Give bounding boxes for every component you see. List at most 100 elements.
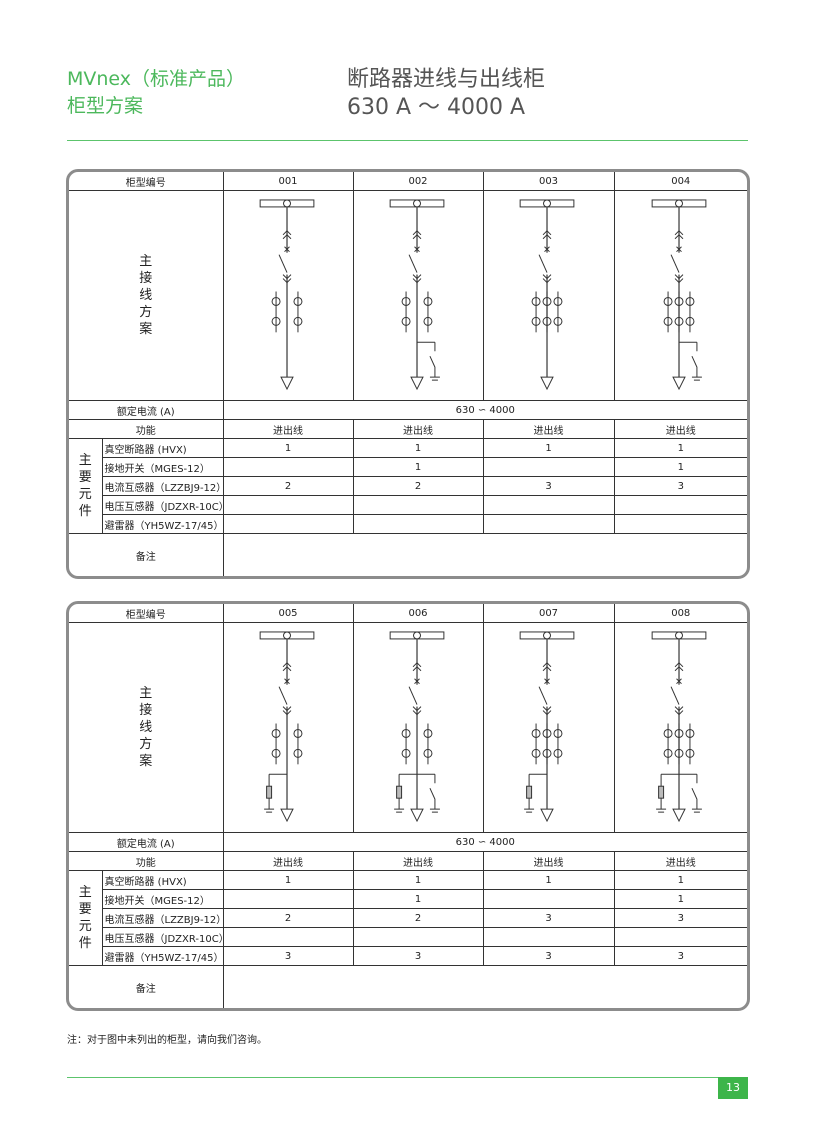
plug-contact-upper — [412, 230, 421, 240]
current-transformer — [422, 296, 432, 306]
main-wiring-char: 接 — [139, 271, 153, 286]
diagram-stroke — [414, 684, 419, 707]
breaker-x — [543, 246, 550, 253]
ground-icon — [655, 808, 666, 813]
main-wiring-char: 接 — [139, 703, 153, 718]
breaker-blade — [408, 254, 417, 273]
component-qty: 1 — [352, 870, 484, 890]
plug-contact-upper — [542, 230, 551, 240]
diagram-row: 主接线方案 — [69, 622, 747, 833]
page-title: 断路器进线与出线柜 630 A ～ 4000 A — [347, 66, 545, 122]
function-value: 进出线 — [222, 419, 354, 439]
single-line-diagram — [519, 199, 574, 391]
current-transformer — [292, 728, 302, 738]
ground-icon — [263, 808, 274, 813]
component-qty: 2 — [222, 476, 354, 496]
header-divider — [67, 140, 748, 141]
ground-icon — [393, 808, 404, 813]
cabinet-no: 007 — [482, 604, 615, 623]
current-transformer — [271, 296, 281, 306]
current-transformer — [531, 748, 541, 758]
plug-contact-lower — [282, 706, 291, 716]
breaker-blade — [538, 254, 547, 273]
main-wiring-char: 线 — [139, 288, 153, 303]
scheme-table-1: 柜型编号 001 002 003 004 主接线方案额定电流 (A) 630 ∽ 4000 功… — [66, 169, 750, 579]
ground-icon — [691, 808, 702, 813]
component-name: 电流互感器（LZZBJ9-12） — [102, 476, 226, 496]
component-name: 电压互感器（JDZXR-10C） — [102, 927, 229, 947]
component-qty — [613, 514, 747, 534]
current-transformer — [552, 296, 562, 306]
breaker-blade — [278, 254, 287, 273]
component-qty: 1 — [352, 457, 484, 477]
function-value: 进出线 — [613, 419, 747, 439]
main-components-char: 要 — [78, 902, 92, 917]
function-label: 功能 — [69, 851, 224, 871]
scheme-table-2: 柜型编号 005 006 007 008 主接线方案额定电流 (A) 630 ∽ 4000 功… — [66, 601, 750, 1011]
current-transformer — [685, 748, 695, 758]
plug-contact-upper — [282, 662, 291, 672]
breaker-x — [283, 678, 290, 685]
current-transformer — [401, 316, 411, 326]
component-qty: 1 — [482, 870, 615, 890]
earthing-switch — [428, 342, 435, 378]
single-line-diagram — [519, 631, 574, 823]
current-transformer — [663, 748, 673, 758]
component-qty: 1 — [613, 438, 747, 458]
plug-contact-lower — [674, 706, 684, 716]
component-qty: 3 — [613, 908, 747, 928]
current-transformer — [685, 728, 695, 738]
diagram-cell — [352, 190, 484, 401]
component-qty: 3 — [482, 908, 615, 928]
current-transformer — [292, 316, 302, 326]
single-line-diagram — [389, 199, 444, 391]
component-qty: 3 — [482, 476, 615, 496]
component-qty: 3 — [613, 476, 747, 496]
function-value: 进出线 — [222, 851, 354, 871]
current-range: 630 A ～ 4000 A — [347, 95, 526, 120]
function-row: 功能 进出线 进出线 进出线 进出线 — [69, 851, 747, 871]
current-transformer — [552, 316, 562, 326]
component-name: 真空断路器 (HVX) — [101, 870, 224, 890]
function-value: 进出线 — [482, 419, 615, 439]
current-transformer — [663, 296, 673, 306]
remarks-value — [222, 533, 747, 576]
breaker-x — [413, 678, 420, 685]
busbar-node — [412, 631, 421, 640]
component-qty: 1 — [613, 457, 747, 477]
main-wiring-label: 主接线方案 — [69, 622, 224, 833]
main-wiring-char: 主 — [139, 686, 153, 701]
diagram-cell — [613, 622, 747, 833]
component-qty — [222, 495, 354, 515]
current-transformer — [271, 748, 281, 758]
cabinet-no: 001 — [222, 172, 354, 191]
diagram-row: 主接线方案 — [69, 190, 747, 401]
current-transformer — [663, 316, 673, 326]
breaker-blade — [538, 686, 547, 705]
surge-arrester — [395, 785, 402, 799]
component-qty: 1 — [352, 889, 484, 909]
current-transformer — [674, 748, 684, 758]
diagram-stroke — [284, 684, 289, 707]
breaker-x — [675, 246, 682, 253]
plug-contact-upper — [282, 230, 291, 240]
main-wiring-char: 案 — [139, 322, 153, 337]
busbar-node — [542, 199, 551, 208]
diagram-cell — [222, 190, 354, 401]
plug-contact-upper — [542, 662, 551, 672]
cabinet-no-label: 柜型编号 — [69, 604, 224, 623]
diagram-stroke — [676, 252, 681, 275]
plug-contact-lower — [674, 274, 684, 284]
component-qty — [352, 514, 484, 534]
component-row: 主要元件真空断路器 (HVX) 1 1 1 1 — [69, 438, 747, 534]
rated-current-label: 额定电流 (A) — [69, 400, 224, 420]
current-transformer — [401, 748, 411, 758]
current-transformer — [271, 316, 281, 326]
footnote: 注：对于图中未列出的柜型，请向我们咨询。 — [67, 1035, 267, 1046]
component-name: 避雷器（YH5WZ-17/45） — [102, 514, 224, 534]
component-name: 避雷器（YH5WZ-17/45） — [102, 946, 224, 966]
breaker-blade — [670, 254, 680, 273]
breaker-x — [675, 678, 682, 685]
component-row: 电流互感器（LZZBJ9-12） 2 2 3 3 — [69, 476, 747, 496]
brand-line1: MVnex（标准产品） — [67, 68, 246, 90]
